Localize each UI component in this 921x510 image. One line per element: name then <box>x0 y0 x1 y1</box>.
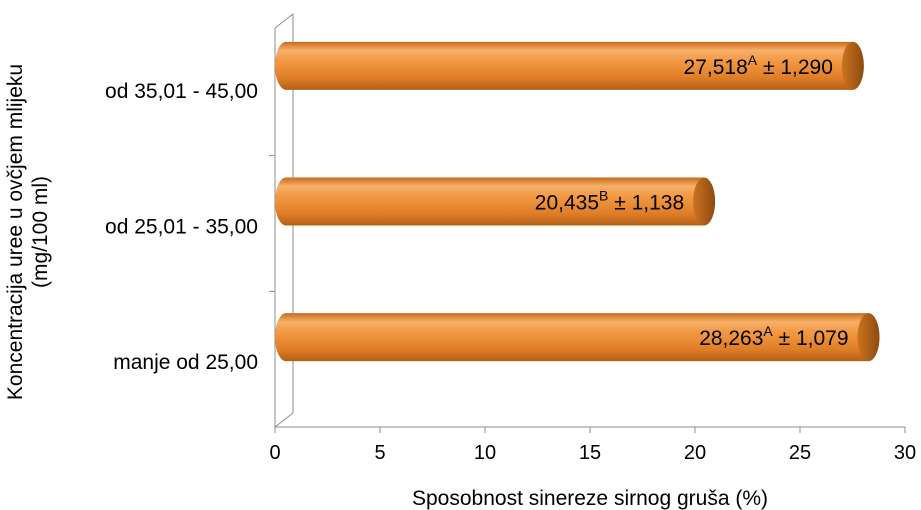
y-category-label: od 35,01 - 45,00 <box>105 80 258 103</box>
data-label-value: 20,435 <box>535 192 599 215</box>
x-tick-label: 5 <box>374 442 385 464</box>
x-tick-label: 15 <box>579 442 601 464</box>
data-label: 20,435B ± 1,138 <box>535 188 684 215</box>
data-label-value: 27,518 <box>684 56 748 79</box>
y-axis-title-line-1: Koncentracija uree u ovčjem mlijeku <box>4 64 27 400</box>
back-wall-bottom-edge <box>274 412 294 428</box>
data-label-superscript: A <box>748 52 758 68</box>
data-label-error: ± 1,290 <box>757 56 833 79</box>
data-label: 27,518A ± 1,290 <box>684 52 833 79</box>
data-label-value: 28,263 <box>699 327 763 350</box>
x-tick-label: 25 <box>789 442 811 464</box>
x-axis-title: Sposobnost sinereze sirnog gruša (%) <box>412 487 768 510</box>
bar <box>275 41 853 90</box>
y-axis-title-line-2: (mg/100 ml) <box>29 176 52 288</box>
back-wall-top-edge <box>274 13 294 29</box>
data-label-superscript: A <box>763 323 773 339</box>
x-tick-label: 10 <box>474 442 496 464</box>
data-label: 28,263A ± 1,079 <box>699 323 848 350</box>
x-tick-label: 30 <box>894 442 916 464</box>
x-tick-label: 20 <box>684 442 706 464</box>
bar-end-cap <box>693 177 716 226</box>
bar-end-cap <box>857 313 880 362</box>
y-category-label: od 25,01 - 35,00 <box>105 216 258 239</box>
bar <box>275 177 705 226</box>
data-label-error: ± 1,079 <box>773 327 849 350</box>
bar <box>275 313 869 362</box>
y-category-label: manje od 25,00 <box>113 351 258 374</box>
y-axis-title: Koncentracija uree u ovčjem mlijeku(mg/1… <box>4 64 52 400</box>
bar-end-cap <box>841 41 864 90</box>
data-label-superscript: B <box>599 188 608 204</box>
data-label-error: ± 1,138 <box>608 192 684 215</box>
x-tick-label: 0 <box>269 442 280 464</box>
